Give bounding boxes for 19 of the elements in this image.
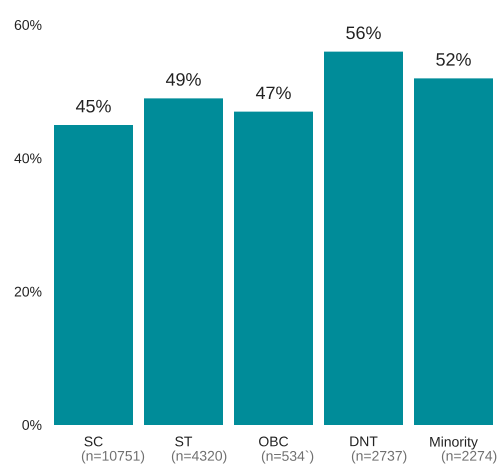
data-label: 52% bbox=[436, 53, 471, 66]
y-tick-label: 40% bbox=[14, 153, 42, 164]
x-tick-label: ST bbox=[175, 436, 192, 446]
data-label: 56% bbox=[346, 26, 381, 40]
y-tick-label: 60% bbox=[14, 20, 42, 30]
y-tick-label: 0% bbox=[22, 420, 42, 430]
x-tick-label: OBC bbox=[259, 436, 288, 446]
x-tick-label: DNT bbox=[350, 436, 378, 446]
x-tick-label: Minority bbox=[430, 436, 478, 450]
data-label: 49% bbox=[166, 73, 201, 86]
text: (n=534`) bbox=[262, 450, 314, 464]
text: (n=4320) bbox=[172, 450, 226, 464]
x-tick-label: SC bbox=[84, 436, 103, 446]
text: (n=10751) bbox=[82, 450, 144, 464]
text: (n=2274) bbox=[442, 450, 496, 464]
data-label: 45% bbox=[76, 100, 111, 112]
data-label: 47% bbox=[256, 86, 291, 100]
text: (n=2737) bbox=[352, 450, 406, 464]
y-tick-label: 20% bbox=[14, 286, 42, 297]
